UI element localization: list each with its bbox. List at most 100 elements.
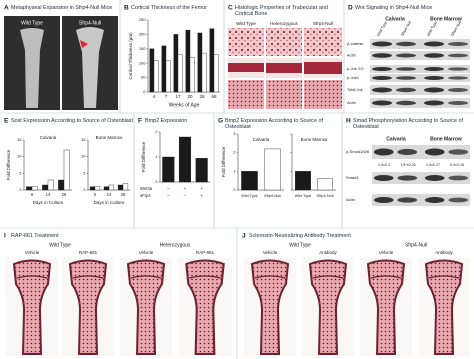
x-tick-label: Wild Type bbox=[295, 194, 312, 198]
y-tick-label: 1 bbox=[155, 154, 158, 159]
y-tick-label: 0 bbox=[19, 187, 22, 192]
bar bbox=[195, 158, 208, 183]
x-tick-label: 4 bbox=[153, 94, 156, 99]
bar bbox=[185, 29, 191, 93]
bar bbox=[165, 60, 171, 93]
y-tick-label: 5 bbox=[19, 170, 22, 175]
x-tick-label: 7 bbox=[165, 94, 168, 99]
y-tick-label: 2 bbox=[233, 150, 236, 155]
group-label: Bone Marrow bbox=[301, 137, 329, 142]
row-label: p-Jnk 2/3 bbox=[347, 66, 364, 71]
panel-letter: H bbox=[346, 118, 351, 125]
group-label: Bone Marrow bbox=[96, 135, 124, 140]
row-label: Actin bbox=[346, 197, 355, 202]
panel-letter: B bbox=[124, 5, 129, 12]
bar bbox=[117, 184, 124, 191]
bar bbox=[108, 184, 115, 191]
condition-sign: + bbox=[184, 186, 187, 191]
condition-sign: + bbox=[200, 193, 203, 198]
y-tick-label: 250 bbox=[139, 17, 146, 22]
group-label: Calvaria bbox=[253, 137, 270, 142]
column-label: Heterozygous bbox=[270, 21, 299, 26]
panel-letter: I bbox=[4, 233, 6, 240]
x-tick-label: 26 bbox=[199, 94, 205, 99]
column-label: Vehicle bbox=[139, 250, 154, 255]
panel-letter: G bbox=[218, 118, 223, 125]
bar bbox=[58, 179, 65, 191]
column-label: Wild Type bbox=[426, 21, 438, 37]
row-label: β-catenin bbox=[347, 41, 364, 46]
x-tick-label: 68 bbox=[211, 94, 217, 99]
bar bbox=[317, 178, 333, 191]
x-tick-label: 28 bbox=[121, 192, 126, 197]
group-label: Sfrp4-Null bbox=[405, 242, 427, 248]
bar bbox=[178, 136, 192, 183]
panel-title: Histologic Properties of Trabecular and … bbox=[235, 4, 328, 17]
group-label: Wild Type bbox=[289, 242, 311, 248]
x-tick-label: 0 bbox=[94, 192, 97, 197]
column-label: Sfrp4-Null bbox=[400, 20, 412, 37]
quantification: 1.5*±0.25 bbox=[400, 163, 415, 167]
x-tick-label: Wild Type bbox=[241, 194, 258, 198]
column-label: Antibody bbox=[435, 250, 453, 255]
condition-label: sFrp4 bbox=[140, 193, 151, 198]
y-tick-label: 0 bbox=[155, 179, 158, 184]
row-label: Actin bbox=[347, 100, 356, 105]
panel-title: Smad Phosphorylation According to Source… bbox=[353, 117, 463, 130]
group-label: Calvaria bbox=[385, 16, 405, 22]
column-label: Sfrp4-Null bbox=[313, 21, 333, 26]
bar bbox=[63, 149, 70, 191]
x-tick-label: 20 bbox=[187, 94, 193, 99]
column-label: RAP-661 bbox=[79, 250, 98, 255]
axis-label: Days in Culture bbox=[94, 200, 125, 205]
y-tick-label: 2 bbox=[155, 129, 158, 134]
bar bbox=[177, 54, 183, 93]
y-tick-label: 15 bbox=[81, 137, 86, 142]
row-label: p-Smad1/5/8 bbox=[346, 149, 370, 154]
axis-label: Weeks of Age bbox=[169, 102, 200, 108]
bar bbox=[94, 186, 101, 191]
y-tick-label: 0 bbox=[143, 89, 146, 94]
row-label: Total Jnk bbox=[347, 87, 363, 92]
bar bbox=[153, 60, 159, 93]
column-label: RAP-661 bbox=[196, 250, 215, 255]
bar bbox=[173, 34, 179, 93]
panel-title: Bmp2 Expression bbox=[145, 117, 188, 124]
y-tick-label: 15 bbox=[17, 137, 22, 142]
x-tick-label: 14 bbox=[107, 192, 112, 197]
quantification: 1.0±0.3 bbox=[378, 163, 390, 167]
x-tick-label: 0 bbox=[31, 192, 34, 197]
bar bbox=[189, 57, 195, 93]
column-label: Wild Type bbox=[236, 21, 256, 26]
radiographs bbox=[4, 16, 118, 110]
y-tick-label: 0 bbox=[233, 187, 236, 192]
panel-letter: A bbox=[4, 5, 9, 12]
y-tick-label: 1 bbox=[233, 168, 236, 173]
panel-title: Sost Expression According to Source of O… bbox=[11, 117, 133, 124]
axis-label: Cortical Thickness (µm) bbox=[128, 32, 133, 80]
column-label: Wild Type bbox=[376, 21, 388, 37]
y-tick-label: 10 bbox=[81, 154, 86, 159]
panel-title: Wnt Signaling in Sfrp4-Null Mice bbox=[355, 4, 433, 11]
bar bbox=[122, 183, 129, 191]
row-label: Smad1 bbox=[346, 175, 359, 180]
column-label: Vehicle bbox=[263, 250, 278, 255]
condition-sign: – bbox=[167, 186, 170, 191]
bar bbox=[162, 156, 175, 183]
row-label: p-Jnk1 bbox=[347, 75, 360, 80]
bar bbox=[197, 32, 203, 93]
bar bbox=[149, 48, 155, 93]
panel-letter: F bbox=[138, 118, 142, 125]
row-label: Actin bbox=[347, 53, 356, 58]
bar bbox=[264, 148, 281, 191]
panel-letter: E bbox=[4, 118, 9, 125]
western-blots bbox=[370, 39, 470, 108]
quantification: 0.4±0.18 bbox=[450, 163, 464, 167]
column-label: Sfrp4-Null bbox=[450, 20, 462, 37]
bar bbox=[89, 186, 96, 191]
group-label: Bone Marrow bbox=[430, 136, 462, 142]
